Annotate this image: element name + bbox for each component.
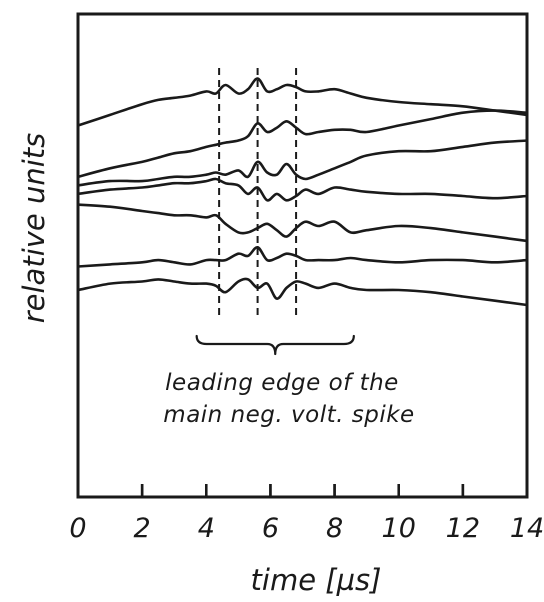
x-tick-label-0: 0: [69, 513, 86, 544]
series-line-6: [76, 277, 529, 307]
plot-frame: [76, 12, 529, 499]
x-axis-ticks: [76, 484, 529, 497]
x-tick-label-4: 8: [326, 513, 343, 544]
series-line-5: [76, 246, 529, 268]
series-line-3: [76, 177, 529, 202]
series-line-1: [76, 109, 529, 179]
y-axis-label: relative units: [17, 133, 51, 324]
annotation-brace: [195, 334, 355, 356]
x-tick-label-6: 12: [446, 513, 480, 544]
reference-lines: [218, 68, 298, 316]
series-line-0: [76, 77, 529, 127]
plot-frame-group: [76, 12, 529, 499]
x-tick-label-7: 14: [510, 513, 544, 544]
annotation-text-line1: leading edge of the: [165, 370, 399, 396]
series-lines: [76, 77, 529, 307]
x-axis-tick-labels: 0 2 4 6 8 10 12 14: [69, 513, 544, 544]
series-line-2: [76, 139, 529, 187]
x-tick-label-5: 10: [382, 513, 416, 544]
x-tick-label-2: 4: [198, 513, 215, 544]
x-axis-label: time [µs]: [251, 563, 382, 597]
annotation: leading edge of the main neg. volt. spik…: [163, 334, 414, 428]
series-line-4: [76, 203, 529, 243]
annotation-text-line2: main neg. volt. spike: [163, 402, 414, 428]
x-tick-label-1: 2: [134, 513, 151, 544]
x-tick-label-3: 6: [262, 513, 279, 544]
